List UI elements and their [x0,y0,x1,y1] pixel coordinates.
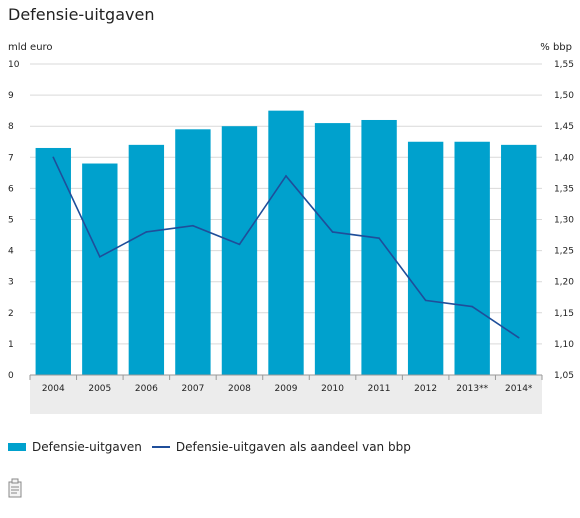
y2-tick-label: 1,20 [554,278,574,288]
x-tick-label: 2008 [228,384,251,394]
line-point [378,237,380,239]
x-tick-label: 2013** [456,384,488,394]
line-point [517,336,520,339]
y-tick-label: 8 [8,122,14,132]
bar [82,163,118,375]
x-tick-label: 2005 [88,384,111,394]
line-point [238,243,241,246]
line-point [145,231,148,233]
y-tick-label: 10 [8,60,20,70]
line-point [52,156,55,159]
y-tick-label: 9 [8,91,14,101]
legend-line-swatch [151,446,170,448]
x-tick-label: 2004 [42,384,65,394]
bar [221,126,258,375]
y-tick-label: 5 [8,216,14,226]
line-point [285,175,287,177]
y2-tick-label: 1,05 [554,371,574,381]
bar [175,129,211,375]
line-point [192,224,194,227]
line-point [424,299,427,302]
y-tick-label: 3 [8,278,14,288]
x-tick-label: 2014* [505,384,533,394]
y-tick-label: 2 [8,309,14,319]
bar [361,119,397,375]
bar [128,144,165,375]
document-icon[interactable] [8,478,22,498]
y2-tick-label: 1,45 [554,122,574,132]
legend-line-label: Defensie-uitgaven als aandeel van bbp [175,440,411,454]
bar [501,144,537,375]
legend-bar-swatch [8,443,26,451]
y2-tick-label: 1,50 [554,91,574,101]
y-axis-label: mld euro [8,42,53,53]
line-point [331,231,334,233]
legend: Defensie-uitgaven Defensie-uitgaven als … [8,440,411,454]
x-tick-label: 2007 [181,384,204,394]
y2-tick-label: 1,40 [554,153,574,163]
y2-tick-label: 1,10 [554,340,574,350]
bar [314,123,351,375]
x-tick-label: 2012 [414,384,437,394]
y2-tick-label: 1,25 [554,247,574,257]
y2-tick-label: 1,55 [554,60,574,70]
line-point [99,256,101,258]
y-tick-label: 1 [8,340,14,350]
y-tick-label: 0 [8,371,14,381]
x-axis-band [30,375,542,414]
y2-tick-label: 1,15 [554,309,574,319]
chart-title: Defensie-uitgaven [8,5,155,24]
bar [407,141,444,375]
y-tick-label: 6 [8,184,14,194]
x-tick-label: 2006 [135,384,158,394]
x-tick-label: 2009 [275,384,298,394]
bar [454,141,490,375]
y2-tick-label: 1,30 [554,216,574,226]
y-tick-label: 4 [8,247,14,257]
x-tick-label: 2011 [368,384,391,394]
bar [268,110,304,376]
y2-tick-label: 1,35 [554,184,574,194]
line-point [471,305,473,308]
legend-bar-label: Defensie-uitgaven [32,440,142,454]
y-tick-label: 7 [8,153,14,163]
x-tick-label: 2010 [321,384,344,394]
bar [35,147,71,375]
y2-axis-label: % bbp [540,42,572,53]
